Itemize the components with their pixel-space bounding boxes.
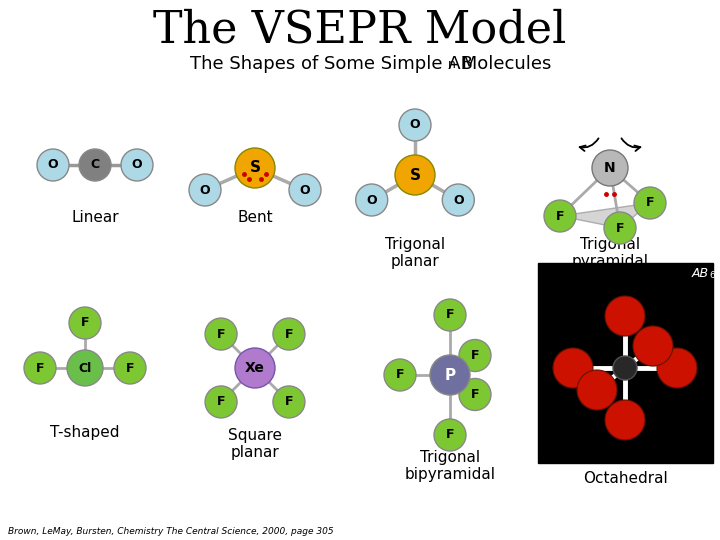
Circle shape [459,379,491,410]
Circle shape [273,386,305,418]
Circle shape [384,359,416,391]
Text: F: F [556,210,564,222]
Text: O: O [453,193,464,206]
Text: Trigonal
planar: Trigonal planar [385,237,445,269]
Circle shape [633,326,673,366]
Text: The Shapes of Some Simple AB: The Shapes of Some Simple AB [190,55,473,73]
Text: Linear: Linear [71,210,119,225]
Text: 6: 6 [709,271,715,280]
Text: F: F [284,328,293,341]
Text: AB: AB [692,267,709,280]
Circle shape [37,149,69,181]
Text: F: F [646,197,654,210]
Circle shape [605,296,645,336]
Circle shape [430,355,470,395]
Circle shape [205,318,237,350]
Circle shape [289,174,321,206]
Text: Trigonal
bipyramidal: Trigonal bipyramidal [405,450,495,482]
Circle shape [395,155,435,195]
Circle shape [634,187,666,219]
Circle shape [604,212,636,244]
Text: S: S [250,160,261,176]
Circle shape [592,150,628,186]
Text: F: F [616,221,624,234]
Text: Xe: Xe [245,361,265,375]
Text: T-shaped: T-shaped [50,425,120,440]
Circle shape [24,352,56,384]
Circle shape [235,148,275,188]
Circle shape [79,149,111,181]
Text: N: N [604,161,616,175]
Text: F: F [446,429,454,442]
Text: O: O [48,159,58,172]
Circle shape [273,318,305,350]
Text: The VSEPR Model: The VSEPR Model [153,8,567,51]
Circle shape [114,352,146,384]
Circle shape [235,348,275,388]
Text: n: n [448,58,456,71]
Text: C: C [91,159,99,172]
Text: O: O [410,118,420,132]
Circle shape [434,419,466,451]
Text: F: F [471,349,480,362]
Text: O: O [132,159,143,172]
Circle shape [356,184,387,216]
Text: O: O [300,184,310,197]
Circle shape [657,348,697,388]
Text: Molecules: Molecules [456,55,552,73]
Text: F: F [446,308,454,321]
Circle shape [613,356,637,380]
Text: Square
planar: Square planar [228,428,282,461]
Text: F: F [471,388,480,401]
Circle shape [442,184,474,216]
Polygon shape [560,203,650,228]
Circle shape [553,348,593,388]
Text: Octahedral: Octahedral [582,471,667,486]
Text: S: S [410,167,420,183]
Text: F: F [217,395,225,408]
Circle shape [205,386,237,418]
Circle shape [399,109,431,141]
Text: F: F [217,328,225,341]
Text: F: F [396,368,404,381]
Text: F: F [36,361,44,375]
Circle shape [605,400,645,440]
Text: Brown, LeMay, Bursten, Chemistry The Central Science, 2000, page 305: Brown, LeMay, Bursten, Chemistry The Cen… [8,527,333,536]
Circle shape [459,340,491,372]
Text: Cl: Cl [78,361,91,375]
Bar [538,263,713,463]
Text: O: O [199,184,210,197]
Circle shape [544,200,576,232]
Circle shape [434,299,466,331]
Circle shape [189,174,221,206]
Text: P: P [444,368,456,382]
Text: Bent: Bent [237,210,273,225]
Circle shape [69,307,101,339]
Circle shape [577,370,617,410]
Text: O: O [366,193,377,206]
Text: F: F [81,316,89,329]
Circle shape [121,149,153,181]
Text: F: F [284,395,293,408]
Circle shape [67,350,103,386]
Text: F: F [126,361,134,375]
Text: Trigonal
pyramidal: Trigonal pyramidal [572,237,649,269]
